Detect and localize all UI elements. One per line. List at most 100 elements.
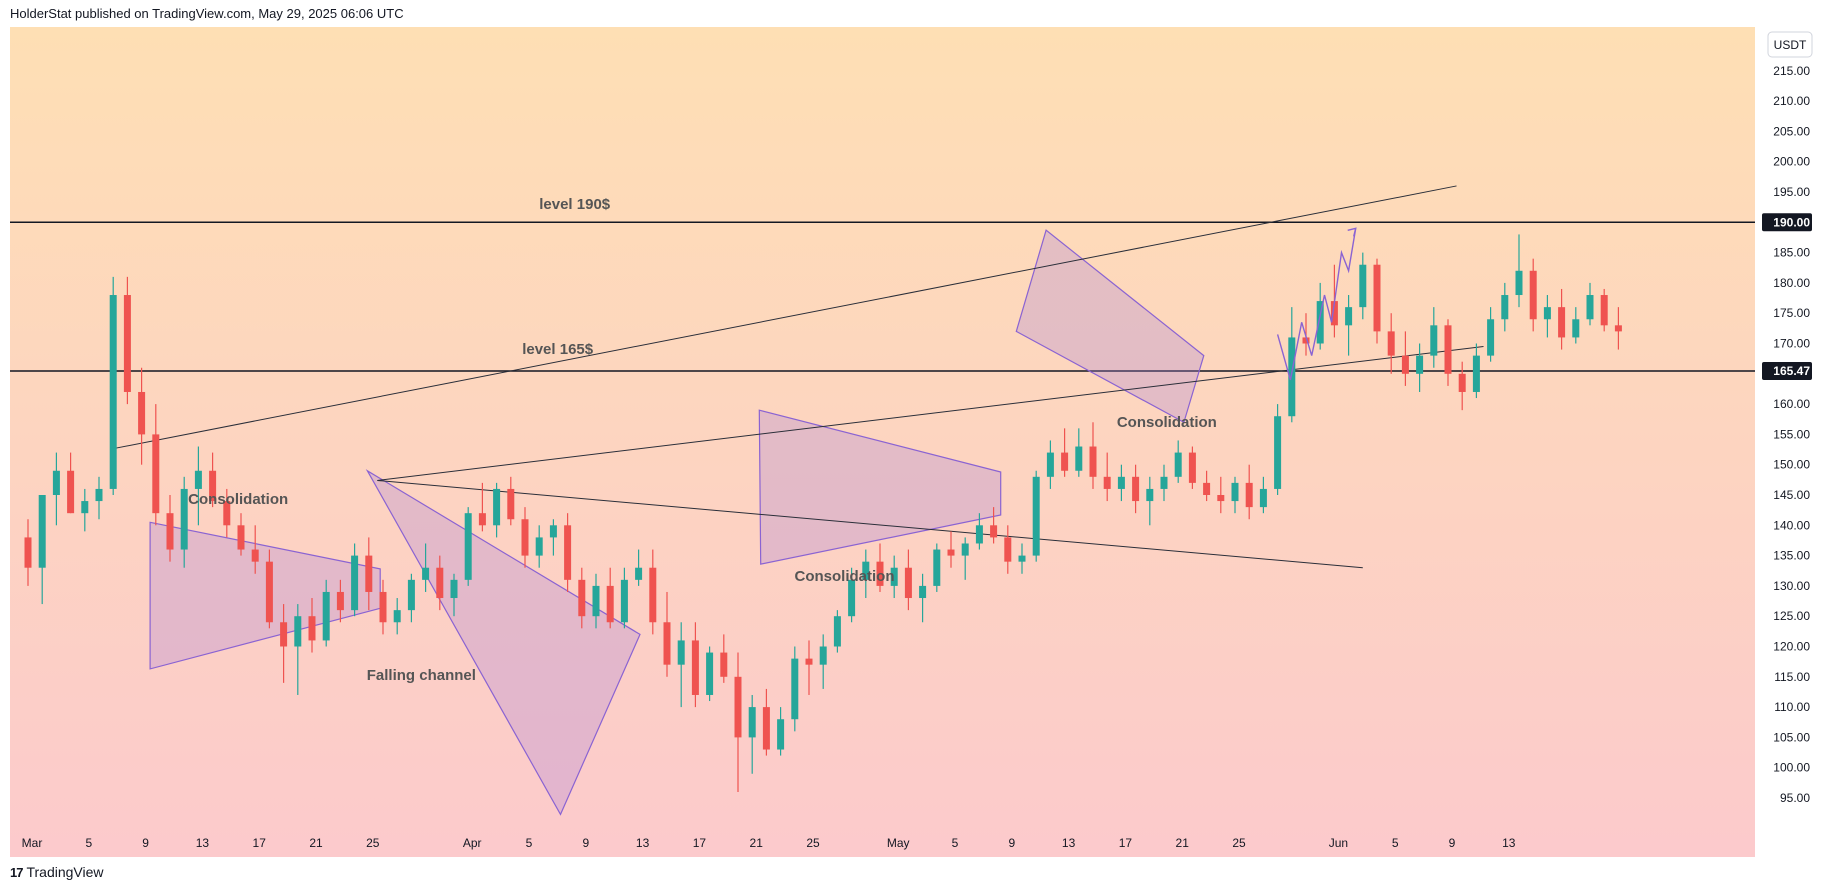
candle[interactable] (535, 525, 543, 568)
candle[interactable] (635, 549, 643, 586)
candle[interactable] (691, 622, 699, 708)
candle[interactable] (904, 549, 912, 611)
candle[interactable] (805, 640, 813, 695)
middle-trendline[interactable] (377, 346, 1484, 481)
candle[interactable] (109, 276, 117, 495)
candle[interactable] (1345, 295, 1353, 356)
candle[interactable] (1231, 476, 1239, 514)
price-tag[interactable]: 165.47 (1762, 361, 1812, 380)
candle[interactable] (180, 476, 188, 568)
candle[interactable] (1515, 234, 1523, 308)
candle[interactable] (1075, 428, 1083, 477)
candle[interactable] (848, 567, 856, 623)
candle[interactable] (294, 604, 302, 695)
candle[interactable] (549, 519, 557, 556)
candle[interactable] (265, 549, 273, 629)
price-tag[interactable]: 190.00 (1762, 213, 1812, 232)
candle[interactable] (1444, 319, 1452, 386)
candle[interactable] (1146, 476, 1154, 526)
candle[interactable] (280, 604, 288, 683)
candle[interactable] (81, 488, 89, 532)
candle[interactable] (734, 652, 742, 792)
candle[interactable] (592, 573, 600, 629)
candle[interactable] (393, 598, 401, 635)
consolidation-triangle-2[interactable] (758, 409, 1002, 565)
candle[interactable] (478, 482, 486, 532)
candle[interactable] (1046, 440, 1054, 489)
candle[interactable] (1259, 476, 1267, 514)
lower-trendline[interactable] (377, 479, 1363, 569)
candle[interactable] (1004, 525, 1012, 574)
candle[interactable] (1614, 307, 1622, 350)
candle[interactable] (961, 537, 969, 580)
candle[interactable] (1558, 288, 1566, 350)
candle[interactable] (862, 549, 870, 599)
candle[interactable] (464, 507, 472, 586)
candle[interactable] (123, 276, 131, 405)
candle[interactable] (947, 531, 955, 568)
candle[interactable] (933, 543, 941, 592)
candle[interactable] (1117, 464, 1125, 502)
candle[interactable] (507, 476, 515, 526)
candle[interactable] (620, 567, 628, 629)
candle[interactable] (223, 488, 231, 538)
candle[interactable] (819, 634, 827, 689)
candle[interactable] (919, 573, 927, 623)
candle[interactable] (1032, 470, 1040, 562)
candle[interactable] (649, 549, 657, 635)
candle[interactable] (450, 573, 458, 617)
candle[interactable] (436, 555, 444, 611)
candle[interactable] (38, 495, 46, 605)
candle[interactable] (1089, 422, 1097, 489)
candle[interactable] (1359, 252, 1367, 320)
candle[interactable] (493, 482, 501, 538)
candle[interactable] (791, 646, 799, 732)
candle[interactable] (1132, 464, 1140, 514)
candle[interactable] (720, 634, 728, 683)
upper-trendline[interactable] (111, 185, 1457, 450)
candle[interactable] (1430, 307, 1438, 368)
candle[interactable] (194, 446, 202, 526)
candle[interactable] (748, 694, 756, 774)
candle[interactable] (1203, 470, 1211, 502)
consolidation-channel-3[interactable] (1015, 229, 1205, 424)
candle[interactable] (1373, 258, 1381, 344)
candle[interactable] (578, 567, 586, 629)
candle[interactable] (407, 573, 415, 623)
candle[interactable] (677, 622, 685, 708)
candle[interactable] (1472, 343, 1480, 399)
candle[interactable] (365, 537, 373, 611)
candle[interactable] (876, 543, 884, 592)
candle[interactable] (1274, 404, 1282, 495)
candle[interactable] (351, 543, 359, 617)
candle[interactable] (1458, 361, 1466, 411)
candle[interactable] (209, 452, 217, 508)
candle[interactable] (1416, 343, 1424, 392)
candle[interactable] (1543, 295, 1551, 338)
candle[interactable] (564, 513, 572, 592)
candle[interactable] (1245, 464, 1253, 520)
candle[interactable] (1387, 313, 1395, 374)
candle[interactable] (606, 567, 614, 629)
candle[interactable] (1188, 446, 1196, 489)
candle[interactable] (762, 688, 770, 756)
candle[interactable] (379, 579, 387, 635)
candle[interactable] (1160, 464, 1168, 502)
candle[interactable] (24, 519, 32, 586)
candle[interactable] (1501, 282, 1509, 332)
candle[interactable] (521, 507, 529, 568)
candle[interactable] (777, 707, 785, 756)
candle[interactable] (1529, 258, 1537, 332)
candle[interactable] (67, 452, 75, 514)
candle[interactable] (322, 579, 330, 647)
candle[interactable] (237, 513, 245, 556)
candle[interactable] (706, 646, 714, 702)
candle[interactable] (890, 555, 898, 599)
candle[interactable] (152, 404, 160, 526)
candle[interactable] (1103, 452, 1111, 502)
candle[interactable] (1288, 307, 1296, 423)
candle[interactable] (663, 591, 671, 677)
candle[interactable] (833, 610, 841, 653)
candle[interactable] (1018, 543, 1026, 574)
